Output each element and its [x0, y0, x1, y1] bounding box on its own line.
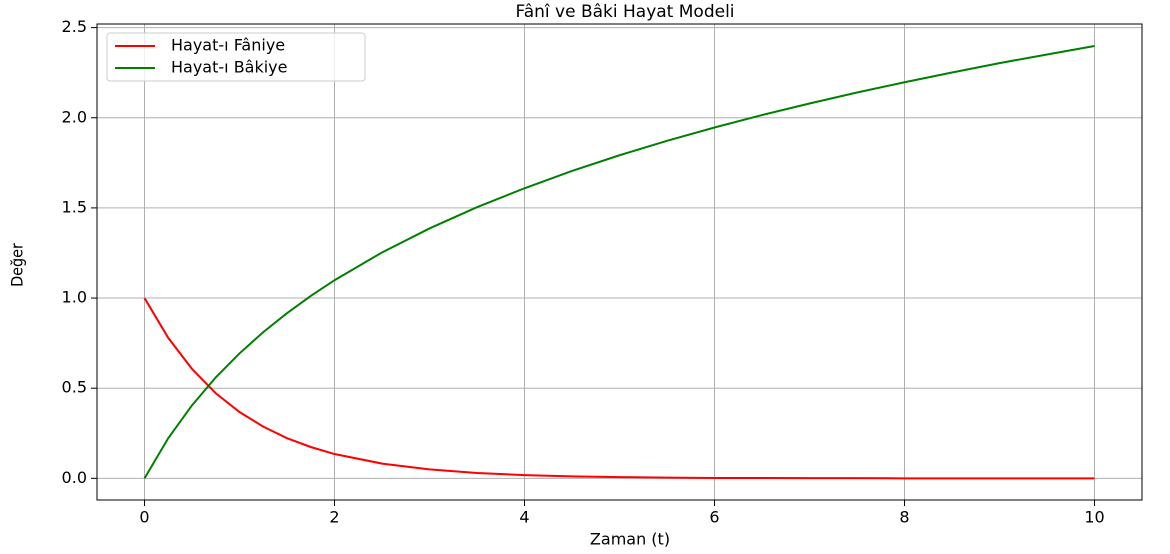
legend-label: Hayat-ı Fâniye: [171, 36, 285, 55]
x-tick-label: 6: [709, 508, 719, 527]
x-tick-label: 10: [1084, 508, 1104, 527]
x-tick-label: 8: [899, 508, 909, 527]
y-tick-label: 0.0: [62, 468, 87, 487]
line-series: [143, 297, 1095, 480]
x-tick-label: 2: [329, 508, 339, 527]
y-axis-label: Değer: [8, 243, 27, 287]
plot-frame: [96, 23, 1143, 501]
legend-box: [106, 32, 366, 82]
line-series: [143, 45, 1095, 479]
x-tick-label: 4: [519, 508, 529, 527]
legend-label: Hayat-ı Bâkiye: [171, 58, 288, 77]
y-tick-label: 0.5: [62, 378, 87, 397]
y-tick-label: 2.5: [62, 17, 87, 36]
chart-title: Fânî ve Bâki Hayat Modeli: [515, 2, 734, 22]
y-tick-label: 1.5: [62, 197, 87, 216]
y-tick-label: 1.0: [62, 288, 87, 307]
y-tick-label: 2.0: [62, 107, 87, 126]
x-axis-label: Zaman (t): [590, 530, 670, 549]
x-tick-label: 0: [139, 508, 149, 527]
